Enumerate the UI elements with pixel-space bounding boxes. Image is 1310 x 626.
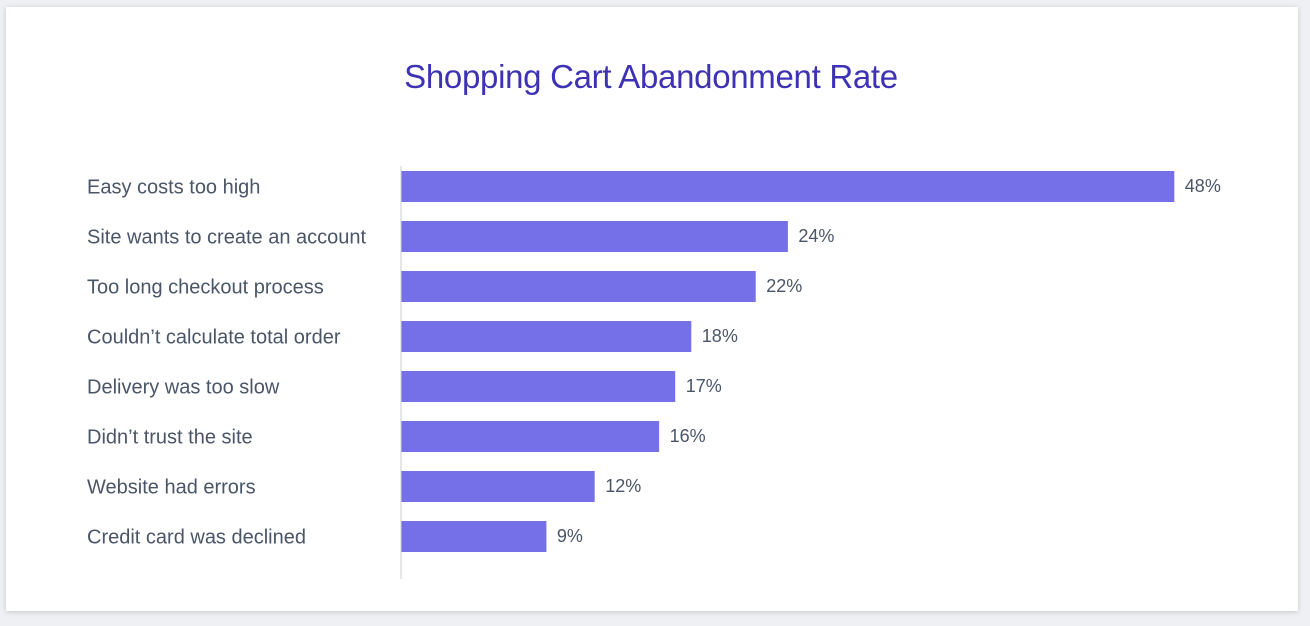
bar — [401, 321, 692, 352]
value-label: 9% — [557, 526, 583, 546]
category-label: Too long checkout process — [87, 277, 324, 299]
category-label: Site wants to create an account — [87, 227, 366, 249]
category-label: Credit card was declined — [87, 527, 306, 549]
bar — [401, 471, 595, 502]
value-label: 22% — [766, 276, 802, 296]
category-label: Delivery was too slow — [87, 377, 280, 399]
category-label: Easy costs too high — [87, 177, 260, 199]
value-label: 17% — [686, 376, 722, 396]
bar — [401, 221, 788, 252]
value-label: 18% — [702, 326, 738, 346]
bar — [401, 371, 676, 402]
value-label: 48% — [1185, 176, 1221, 196]
bar — [401, 171, 1175, 202]
chart-title: Shopping Cart Abandonment Rate — [404, 58, 898, 95]
value-label: 16% — [670, 426, 706, 446]
category-label: Didn’t trust the site — [87, 427, 253, 449]
bar — [401, 521, 547, 552]
category-label: Website had errors — [87, 477, 256, 499]
chart-card — [6, 7, 1298, 611]
bar — [401, 421, 660, 452]
bars-group: Easy costs too high 48% Site wants to crea… — [87, 171, 1221, 552]
category-label: Couldn’t calculate total order — [87, 327, 341, 349]
value-label: 24% — [798, 226, 834, 246]
bar — [401, 271, 756, 302]
value-label: 12% — [605, 476, 641, 496]
